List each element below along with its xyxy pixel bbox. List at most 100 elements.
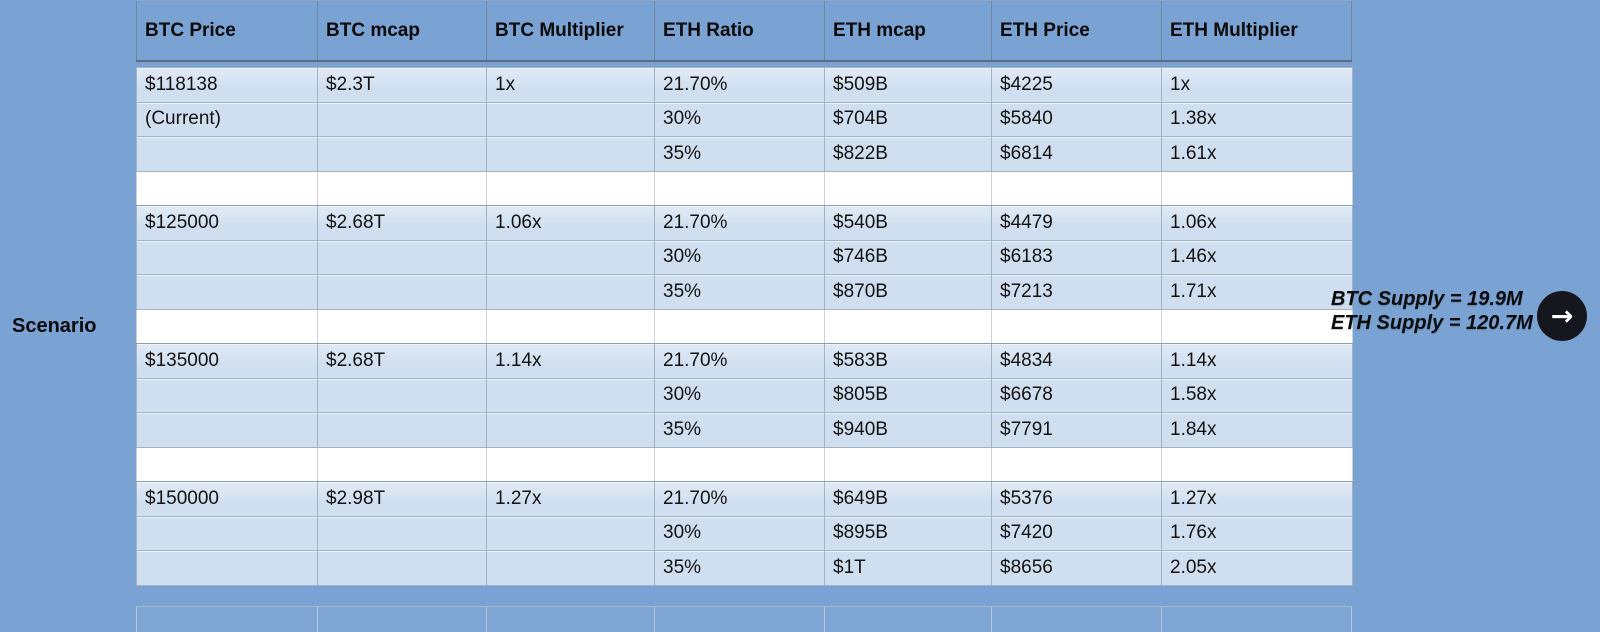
- table-row: $125000 $2.68T 1.06x 21.70% $540B $4479 1.06x: [136, 205, 1353, 241]
- table-cell: $7420: [991, 515, 1162, 551]
- table-cell: 21.70%: [654, 343, 825, 379]
- table-cell: 21.70%: [654, 205, 825, 241]
- table-cell: [654, 607, 824, 632]
- table-row: 35% $940B $7791 1.84x: [136, 412, 1353, 448]
- table-cell: [486, 308, 655, 344]
- table-cell: [136, 239, 318, 275]
- table-cell: $895B: [824, 515, 992, 551]
- table-cell: $6678: [991, 377, 1162, 413]
- table-cell: 1.46x: [1161, 239, 1353, 275]
- table-row: $135000 $2.68T 1.14x 21.70% $583B $4834 1.14x: [136, 343, 1353, 379]
- table-cell: [136, 412, 318, 448]
- table-cell: 1.58x: [1161, 377, 1353, 413]
- table-cell: [317, 136, 487, 172]
- table-cell: $704B: [824, 101, 992, 137]
- table-cell: $7791: [991, 412, 1162, 448]
- table-cell: 2.05x: [1161, 550, 1353, 586]
- table-cell: [824, 170, 992, 206]
- table-cell: [486, 101, 655, 137]
- table-cell: $118138: [136, 67, 318, 103]
- table-cell: 1.06x: [1161, 205, 1353, 241]
- table-cell: [317, 101, 487, 137]
- table-cell: [486, 239, 655, 275]
- table-cell: $822B: [824, 136, 992, 172]
- table-row: 35% $870B $7213 1.71x: [136, 274, 1353, 310]
- table-spacer-row: [136, 308, 1353, 344]
- table-cell: [136, 446, 318, 482]
- table-cell: [991, 170, 1162, 206]
- table-cell: 30%: [654, 515, 825, 551]
- supply-annotation: BTC Supply = 19.9M ETH Supply = 120.7M: [1331, 287, 1533, 335]
- table-spacer-row: [136, 170, 1353, 206]
- table-cell: [1161, 170, 1353, 206]
- table-cell: [1161, 607, 1352, 632]
- table-cell: $4834: [991, 343, 1162, 379]
- table-cell: $746B: [824, 239, 992, 275]
- table-cell: $150000: [136, 481, 318, 517]
- table-cell: 1.14x: [486, 343, 655, 379]
- table-cell: 1.38x: [1161, 101, 1353, 137]
- table-cell: [486, 607, 654, 632]
- table-cell: [317, 308, 487, 344]
- table-cell: $1T: [824, 550, 992, 586]
- column-header-eth-multiplier: ETH Multiplier: [1161, 1, 1352, 60]
- table-cell: [824, 308, 992, 344]
- table-cell: $4479: [991, 205, 1162, 241]
- column-header-eth-ratio: ETH Ratio: [654, 1, 824, 60]
- table-cell: [317, 274, 487, 310]
- table-row: 35% $1T $8656 2.05x: [136, 550, 1353, 586]
- table-cell: $2.68T: [317, 205, 487, 241]
- column-header-eth-price: ETH Price: [991, 1, 1161, 60]
- table-cell: $540B: [824, 205, 992, 241]
- table-body: $118138 $2.3T 1x 21.70% $509B $4225 1x (Current…: [136, 67, 1353, 586]
- table-row: 30% $895B $7420 1.76x: [136, 515, 1353, 551]
- table-spacer-row: [136, 446, 1353, 482]
- table-cell: $125000: [136, 205, 318, 241]
- next-arrow-button[interactable]: →: [1537, 291, 1587, 341]
- table-cell: [136, 308, 318, 344]
- table-cell: [486, 412, 655, 448]
- table-cell: $649B: [824, 481, 992, 517]
- table-cell: [1161, 446, 1353, 482]
- table-cell: [486, 377, 655, 413]
- table-row: 35% $822B $6814 1.61x: [136, 136, 1353, 172]
- table-cell: [317, 239, 487, 275]
- table-cell: [486, 446, 655, 482]
- table-cell: $805B: [824, 377, 992, 413]
- table-cell: 21.70%: [654, 481, 825, 517]
- table-cell: 1.06x: [486, 205, 655, 241]
- table-cell: 30%: [654, 101, 825, 137]
- table-cell: 1.27x: [486, 481, 655, 517]
- table-cell: $7213: [991, 274, 1162, 310]
- table-cell: [136, 274, 318, 310]
- arrow-right-icon: →: [1550, 300, 1574, 332]
- column-header-btc-multiplier: BTC Multiplier: [486, 1, 654, 60]
- table-cell: 30%: [654, 239, 825, 275]
- table-header-row: BTC Price BTC mcap BTC Multiplier ETH Ra…: [136, 0, 1352, 62]
- table-cell: 1x: [486, 67, 655, 103]
- table-cell: [824, 607, 991, 632]
- table-cell: $5376: [991, 481, 1162, 517]
- table-row: $150000 $2.98T 1.27x 21.70% $649B $5376 1.27x: [136, 481, 1353, 517]
- table-cell: [991, 446, 1162, 482]
- table-cell: 1.76x: [1161, 515, 1353, 551]
- table-cell: [486, 136, 655, 172]
- table-cell: [486, 170, 655, 206]
- table-row: 30% $805B $6678 1.58x: [136, 377, 1353, 413]
- table-cell: [136, 607, 317, 632]
- table-cell: $509B: [824, 67, 992, 103]
- table-cell: 35%: [654, 274, 825, 310]
- table-cell: $5840: [991, 101, 1162, 137]
- table-cell: 35%: [654, 412, 825, 448]
- table-cell: 1.27x: [1161, 481, 1353, 517]
- table-cell: [136, 136, 318, 172]
- table-cell: $6814: [991, 136, 1162, 172]
- table-cell: [136, 515, 318, 551]
- table-cell: [317, 515, 487, 551]
- table-row: $118138 $2.3T 1x 21.70% $509B $4225 1x: [136, 67, 1353, 103]
- table-cell: [317, 550, 487, 586]
- table-cell: 35%: [654, 136, 825, 172]
- table-cell: $870B: [824, 274, 992, 310]
- table-cell: [136, 170, 318, 206]
